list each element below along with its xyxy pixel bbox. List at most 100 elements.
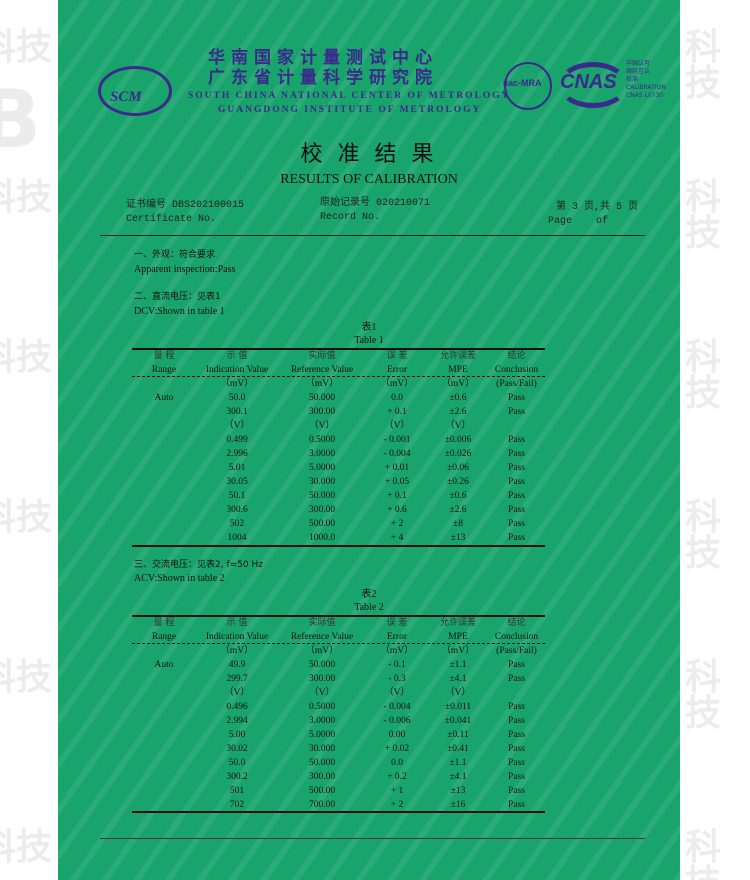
cell: （mV） <box>441 379 475 389</box>
cell: 49.9 <box>228 660 246 670</box>
record-no: 原始记录号 020210071 <box>320 198 430 210</box>
cell: Pass <box>508 533 525 543</box>
cell: 结论 <box>507 351 526 361</box>
record-label-en: Record No. <box>320 212 381 223</box>
cell: Pass <box>508 758 525 768</box>
cell: 300.00 <box>308 674 336 684</box>
cell: + 0.05 <box>384 477 410 487</box>
org-name-cn-1: 华南国家计量测试中心 <box>208 48 438 68</box>
cell: 0.00 <box>388 730 406 740</box>
record-no-value: 020210071 <box>376 198 431 209</box>
cell: 501 <box>229 786 245 796</box>
watermark-text: 科技 <box>0 497 53 538</box>
cell: ±0.41 <box>447 744 469 754</box>
cell: 30.02 <box>226 744 248 754</box>
section3-en: ACV:Shown in table 2 <box>134 573 225 584</box>
table1-caption-cn: 表1 <box>361 322 377 333</box>
cell: + 2 <box>390 800 404 810</box>
org-name-en-2: GUANGDONG INSTITUTE OF METROLOGY <box>218 105 482 115</box>
cell: 示 值 <box>226 351 248 361</box>
cell: Pass <box>508 716 525 726</box>
cell: （V） <box>309 421 335 431</box>
cell: （V） <box>445 421 471 431</box>
cell: 502 <box>229 519 245 529</box>
watermark-text: 科技 <box>0 337 53 378</box>
cell: 0.499 <box>226 435 248 445</box>
cell: 300.00 <box>308 772 336 782</box>
cell <box>132 517 196 531</box>
cnas-logo <box>558 62 628 108</box>
section2-cn: 二、直流电压：见表1 <box>134 292 221 302</box>
cell <box>132 700 196 714</box>
cell: Range <box>151 632 177 642</box>
cell: （mV） <box>220 379 254 389</box>
header-row-en: Range Indication Value Reference Value Erro… <box>132 363 545 377</box>
cell: Pass <box>508 744 525 754</box>
watermark-text: 科技 <box>685 27 722 104</box>
cell: 5.01 <box>228 463 246 473</box>
watermark-text: 科技 <box>685 337 722 414</box>
ilac-mra-logo <box>504 62 552 110</box>
cell: 299.7 <box>226 674 248 684</box>
left-margin: 科技 B 科技 科技 科技 科技 科技 <box>0 0 58 880</box>
cell: Pass <box>508 786 525 796</box>
cell: Pass <box>508 393 525 403</box>
cell: Pass <box>508 435 525 445</box>
table2-bottom-rule <box>132 811 545 813</box>
cell: MPE <box>448 365 468 375</box>
cell: ±0.011 <box>444 702 472 712</box>
cell: 300.2 <box>226 772 248 782</box>
cell: Pass <box>508 463 525 473</box>
cell: Range <box>151 365 177 375</box>
cell <box>132 686 196 700</box>
cell: 500.00 <box>308 786 336 796</box>
table2: 量 程示 值实际值误 差允许误差 结论 Range Indication Value R… <box>132 616 545 812</box>
cell: 50.0 <box>228 758 246 768</box>
cell <box>132 503 196 517</box>
cell: 5.00 <box>228 730 246 740</box>
cell <box>132 728 196 742</box>
cell: + 0.1 <box>387 407 407 417</box>
scm-logo <box>98 66 172 116</box>
cell: 量 程 <box>153 351 175 361</box>
cell: MPE <box>448 632 468 642</box>
title-en: RESULTS OF CALIBRATION <box>280 172 458 187</box>
cell: 300.6 <box>226 505 248 515</box>
cert-no-value: DBS202100015 <box>172 200 245 211</box>
cell: 50.000 <box>308 393 336 403</box>
cell: （mV） <box>305 379 339 389</box>
cell <box>132 419 196 433</box>
cell: + 0.2 <box>387 772 407 782</box>
cell: ±0.11 <box>447 730 469 740</box>
cell: 1000.0 <box>308 533 336 543</box>
cell: ±1.1 <box>449 660 467 670</box>
cell: Error <box>386 632 408 642</box>
table-row: （V） （V） （V） （V） <box>132 419 545 433</box>
cell: ±0.006 <box>444 435 472 445</box>
cell: - 0.1 <box>388 660 406 670</box>
cell: ±13 <box>450 533 466 543</box>
table-row: 2.994 3.0000 - 0.006 ±0.041 Pass <box>132 714 545 728</box>
cell <box>132 475 196 489</box>
cell: ±4.1 <box>449 772 467 782</box>
cell: Pass <box>508 702 525 712</box>
cell: - 0.3 <box>388 674 406 684</box>
cell: ±0.26 <box>447 477 469 487</box>
cell: （V） <box>309 688 335 698</box>
cell: ±2.6 <box>449 407 467 417</box>
cell: 50.000 <box>308 660 336 670</box>
watermark-text: 科技 <box>685 177 722 254</box>
table-row: 0.496 0.5000 - 0.004 ±0.011 Pass <box>132 700 545 714</box>
watermark-letter: B <box>0 73 41 166</box>
cell: Reference Value <box>290 365 354 375</box>
cell <box>132 784 196 798</box>
cell: 允许误差 <box>439 351 476 361</box>
section1-cn: 一、外观：符合要求 <box>134 250 216 260</box>
cell: 3.0000 <box>308 449 336 459</box>
table1-bottom-rule <box>132 545 545 547</box>
cell <box>132 405 196 419</box>
page-number-cn: 第 3 页,共 5 页 <box>556 202 639 213</box>
table1-caption-en: Table 1 <box>354 335 384 346</box>
cell: 0.496 <box>226 702 248 712</box>
cell: 5.0000 <box>308 463 336 473</box>
